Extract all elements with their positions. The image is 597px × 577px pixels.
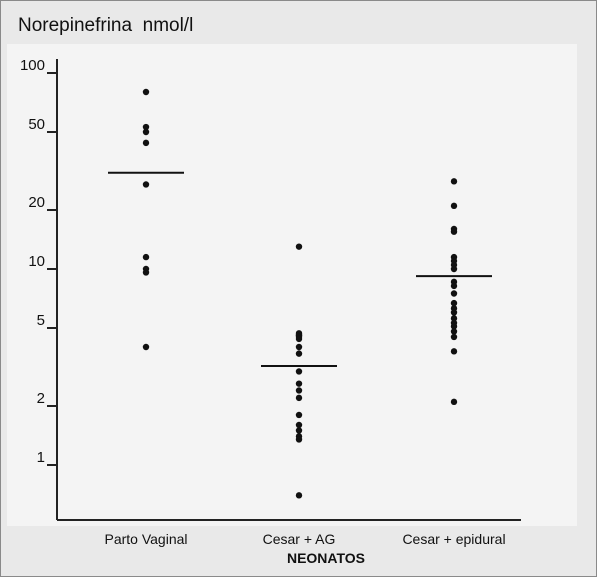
data-point <box>142 181 150 188</box>
data-point <box>450 309 458 316</box>
y-tick-label: 2 <box>37 390 45 407</box>
data-point <box>450 228 458 235</box>
data-point <box>295 380 303 387</box>
data-point <box>450 290 458 297</box>
data-point <box>295 436 303 443</box>
data-point <box>450 323 458 330</box>
data-point <box>295 421 303 429</box>
data-point <box>142 128 150 136</box>
x-axis-label: NEONATOS <box>286 550 366 566</box>
data-point <box>450 398 458 406</box>
data-point <box>142 88 150 96</box>
data-point <box>142 253 150 261</box>
x-category-label: Cesar + AG <box>263 531 336 547</box>
plot-panel <box>7 44 577 526</box>
data-point <box>450 328 458 335</box>
data-point <box>450 178 458 185</box>
data-point <box>142 123 150 131</box>
y-tick-label: 10 <box>28 253 45 270</box>
data-point <box>142 139 150 147</box>
data-point <box>450 202 458 210</box>
x-category-label: Parto Vaginal <box>104 531 187 547</box>
data-point <box>295 492 303 499</box>
data-point <box>450 333 458 341</box>
data-point <box>450 348 458 355</box>
data-point <box>295 350 303 357</box>
data-point <box>450 315 458 322</box>
chart-title: Norepinefrina nmol/l <box>18 15 194 36</box>
data-point <box>450 282 458 290</box>
data-point <box>295 427 303 434</box>
data-point <box>295 243 303 250</box>
data-point <box>295 368 303 375</box>
y-tick-label: 5 <box>37 312 45 329</box>
data-point <box>295 411 303 419</box>
data-point <box>295 387 303 394</box>
data-point <box>450 265 458 273</box>
y-tick-label: 20 <box>28 194 45 211</box>
data-point <box>142 343 150 351</box>
data-point <box>295 343 303 351</box>
y-tick-label: 50 <box>28 116 45 133</box>
data-point <box>450 299 458 307</box>
y-tick-label: 1 <box>37 449 45 466</box>
y-tick-label: 100 <box>20 57 45 74</box>
data-point <box>142 269 150 276</box>
data-point <box>295 335 303 343</box>
data-point <box>295 394 303 402</box>
x-category-label: Cesar + epidural <box>402 531 505 547</box>
